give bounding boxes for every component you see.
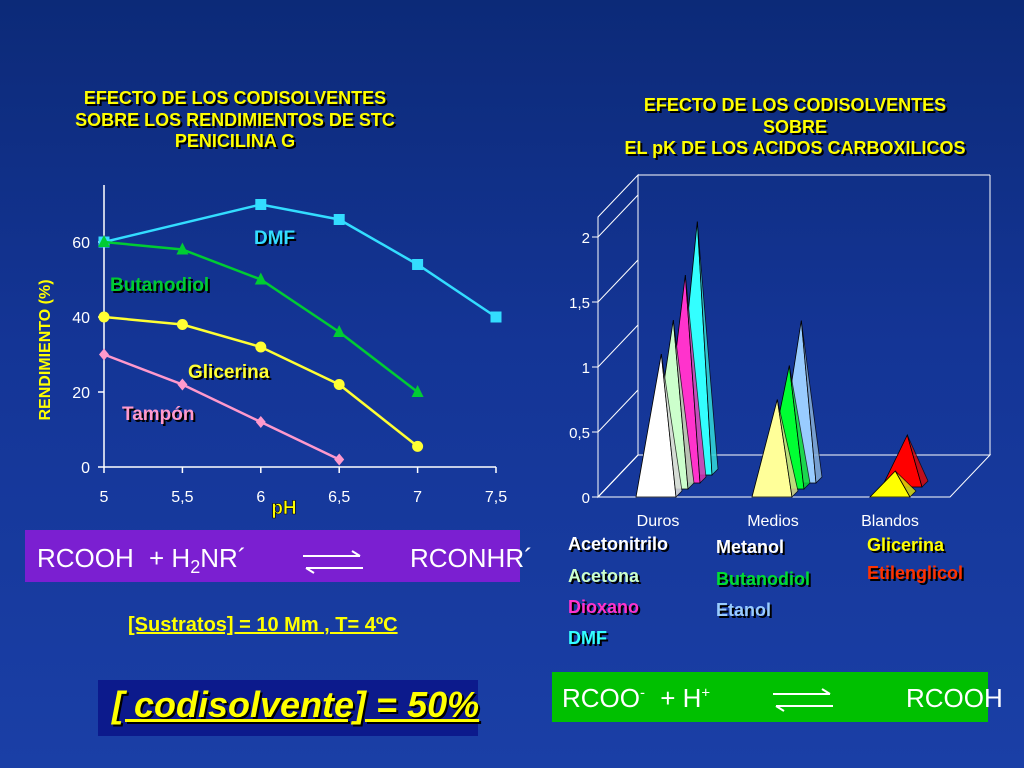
- point-tampón: [99, 348, 109, 361]
- x-tick-label: 6: [256, 489, 265, 506]
- point-tampón: [177, 378, 188, 391]
- glicerina-series-label: Glicerina: [188, 362, 270, 383]
- point-dmf: [490, 311, 502, 323]
- grid-diag: [597, 194, 639, 238]
- x-tick-label: 7,5: [485, 489, 507, 506]
- y-tick-label: 0: [81, 460, 90, 477]
- y-axis-label: RENDIMIENTO (%): [37, 279, 54, 420]
- point-glicerina: [255, 341, 267, 353]
- legend-acetonitrilo: Acetonitrilo: [568, 534, 669, 554]
- grid-diag: [597, 389, 639, 433]
- category-label: Blandos: [861, 513, 919, 530]
- point-butanodiol: [98, 235, 110, 247]
- legend-glicerina: Glicerina: [867, 535, 945, 555]
- legend-etanol: Etanol: [716, 600, 772, 620]
- tampon-series-label: Tampón: [122, 404, 195, 425]
- cone-side-butanodiol: [788, 365, 811, 490]
- dmf-series-label: DMF: [254, 228, 296, 249]
- point-dmf: [255, 199, 267, 210]
- butanodiol-series-label: Butanodiol: [110, 275, 210, 296]
- codisolvente-text: [ codisolvente] = 50%: [112, 684, 480, 725]
- series-line-tampón: [103, 353, 340, 461]
- left-chart-title: EFECTO DE LOS CODISOLVENTES SOBRE LOS RE…: [75, 88, 395, 152]
- y-tick-label: 40: [72, 310, 90, 327]
- y-tick-label: 1,5: [569, 295, 590, 312]
- cone-side-acetona: [672, 319, 695, 490]
- cone-side-metanol: [776, 399, 799, 498]
- legend-metanol: Metanol: [716, 537, 785, 557]
- point-butanodiol: [176, 242, 189, 255]
- eq1-reactant: RCOOH: [37, 543, 134, 573]
- point-tampón: [255, 416, 266, 428]
- eq1-nr: NR´: [200, 543, 247, 573]
- grid-diag: [597, 259, 639, 303]
- legend-dioxano: Dioxano: [568, 597, 640, 617]
- x-tick-label: 5: [100, 489, 109, 506]
- cone-side-acetonitrilo: [660, 353, 683, 498]
- category-label: Duros: [637, 513, 680, 530]
- point-butanodiol: [254, 272, 267, 285]
- eq2-anion: RCOO: [562, 683, 640, 713]
- grid-diag: [597, 324, 639, 368]
- point-glicerina: [412, 440, 424, 452]
- codisolvente-box: [98, 680, 478, 736]
- line-chart-plot: 5 5,5 6 6,5 7 7,5 0 20 40 60 pH RENDIMIENTO (%): [37, 185, 507, 519]
- x-axis-label: pH: [271, 498, 296, 519]
- right-chart-title: EFECTO DE LOS CODISOLVENTES SOBRE EL pK …: [624, 95, 966, 159]
- cone-side-etanol: [800, 320, 823, 484]
- legend-acetona: Acetona: [568, 566, 640, 586]
- dissociation-equation-box: [552, 672, 988, 722]
- eq2-plus-h: + H: [660, 683, 702, 713]
- left-wall: [597, 173, 639, 499]
- category-label: Medios: [747, 513, 799, 530]
- point-dmf: [333, 214, 345, 225]
- legend-dmf: DMF: [568, 628, 607, 648]
- eq2-sup2: +: [701, 684, 711, 702]
- amidation-equation: RCOOH + H2NR´: [37, 543, 246, 578]
- y-tick-label: 2: [582, 230, 590, 247]
- equilibrium-arrows-1: [303, 550, 363, 574]
- eq1-plus-h: + H: [149, 543, 191, 573]
- x-tick-label: 5,5: [171, 489, 193, 506]
- legend-etilenglicol: Etilenglicol: [867, 563, 964, 583]
- eq1-product: RCONHR´: [410, 543, 533, 573]
- point-butanodiol: [333, 325, 346, 337]
- point-dmf: [412, 259, 424, 270]
- point-glicerina: [333, 379, 345, 390]
- eq1-sub: 2: [190, 557, 201, 578]
- point-butanodiol: [411, 385, 424, 397]
- y-tick-label: 1: [582, 360, 590, 377]
- eq2-sup: -: [640, 684, 645, 702]
- cone-side-dioxano: [684, 274, 707, 484]
- cone-side-dmf: [696, 221, 719, 476]
- x-tick-label: 7: [413, 489, 422, 506]
- conditions-text: [Sustratos] = 10 Mm , T= 4ºC: [128, 614, 398, 636]
- point-glicerina: [176, 319, 188, 330]
- dissociation-equation: RCOO- + H+: [562, 683, 710, 714]
- grid-diag: [597, 454, 639, 498]
- cone-chart-plot: 0 0,5 1 1,5 2 Duros Medios Blandos: [569, 173, 992, 530]
- cone-side-etilenglicol: [906, 434, 929, 488]
- y-tick-label: 20: [72, 385, 90, 402]
- point-tampón: [334, 453, 345, 466]
- cone-side-glicerina: [894, 470, 917, 498]
- amidation-equation-box: [25, 530, 520, 582]
- y-tick-label: 0: [582, 490, 590, 507]
- y-tick-label: 0,5: [569, 425, 590, 442]
- equilibrium-arrows-2: [773, 688, 833, 712]
- point-glicerina: [98, 311, 110, 323]
- x-tick-label: 6,5: [328, 489, 350, 506]
- eq2-product: RCOOH: [906, 683, 1003, 713]
- legend-butanodiol: Butanodiol: [716, 569, 810, 589]
- y-tick-label: 60: [72, 235, 90, 252]
